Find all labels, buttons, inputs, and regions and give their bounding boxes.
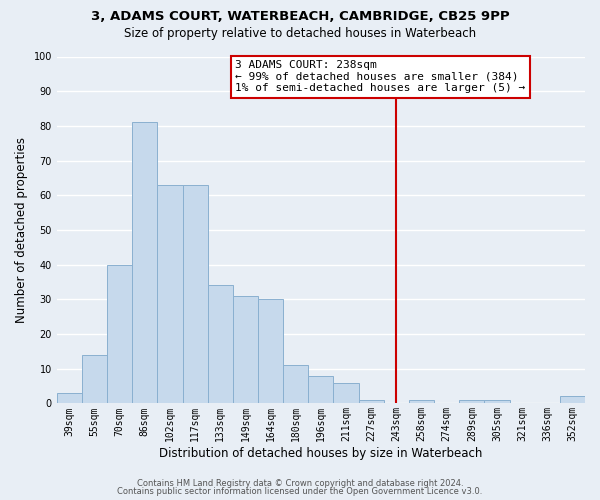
Text: Contains HM Land Registry data © Crown copyright and database right 2024.: Contains HM Land Registry data © Crown c… (137, 478, 463, 488)
Bar (308, 376, 334, 404)
Bar (334, 382, 359, 404)
Y-axis label: Number of detached properties: Number of detached properties (15, 137, 28, 323)
Bar (459, 400, 484, 404)
Bar (157, 185, 182, 404)
Bar (132, 122, 157, 404)
Bar (560, 396, 585, 404)
Text: Contains public sector information licensed under the Open Government Licence v3: Contains public sector information licen… (118, 487, 482, 496)
Bar (484, 400, 509, 404)
Bar (182, 185, 208, 404)
Bar (233, 296, 258, 404)
Bar (82, 355, 107, 404)
Bar (359, 400, 384, 404)
Bar (208, 286, 233, 404)
Text: 3 ADAMS COURT: 238sqm
← 99% of detached houses are smaller (384)
1% of semi-deta: 3 ADAMS COURT: 238sqm ← 99% of detached … (235, 60, 526, 93)
Text: Size of property relative to detached houses in Waterbeach: Size of property relative to detached ho… (124, 28, 476, 40)
Bar (283, 366, 308, 404)
Bar (107, 264, 132, 404)
X-axis label: Distribution of detached houses by size in Waterbeach: Distribution of detached houses by size … (159, 447, 482, 460)
Text: 3, ADAMS COURT, WATERBEACH, CAMBRIDGE, CB25 9PP: 3, ADAMS COURT, WATERBEACH, CAMBRIDGE, C… (91, 10, 509, 23)
Bar (57, 393, 82, 404)
Bar (409, 400, 434, 404)
Bar (258, 300, 283, 404)
